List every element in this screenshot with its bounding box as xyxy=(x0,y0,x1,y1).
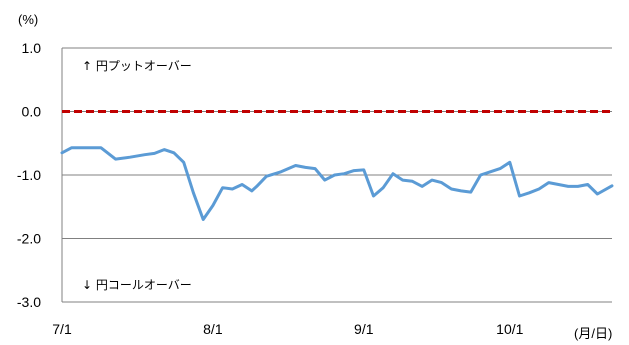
x-tick-label: 7/1 xyxy=(52,321,72,337)
y-tick-label: -2.0 xyxy=(17,231,41,247)
series-group xyxy=(60,146,614,221)
annotation-lower: ↓ 円コールオーバー xyxy=(82,278,192,292)
y-unit-label: (%) xyxy=(18,12,38,27)
x-tick-label: 9/1 xyxy=(354,321,374,337)
y-tick-label: 0.0 xyxy=(22,104,42,120)
x-axis: 7/1 8/1 9/1 10/1 xyxy=(52,321,523,337)
x-tick-label: 8/1 xyxy=(203,321,223,337)
y-tick-label: -3.0 xyxy=(17,294,41,310)
x-tick-label: 10/1 xyxy=(496,321,523,337)
annotation-upper: ↑ 円プットオーバー xyxy=(82,59,192,73)
y-axis: 1.0 0.0 -1.0 -2.0 -3.0 xyxy=(17,40,41,310)
y-tick-label: -1.0 xyxy=(17,167,41,183)
series-line-0 xyxy=(60,146,614,221)
y-tick-label: 1.0 xyxy=(22,40,42,56)
x-unit-label: (月/日) xyxy=(574,326,612,341)
